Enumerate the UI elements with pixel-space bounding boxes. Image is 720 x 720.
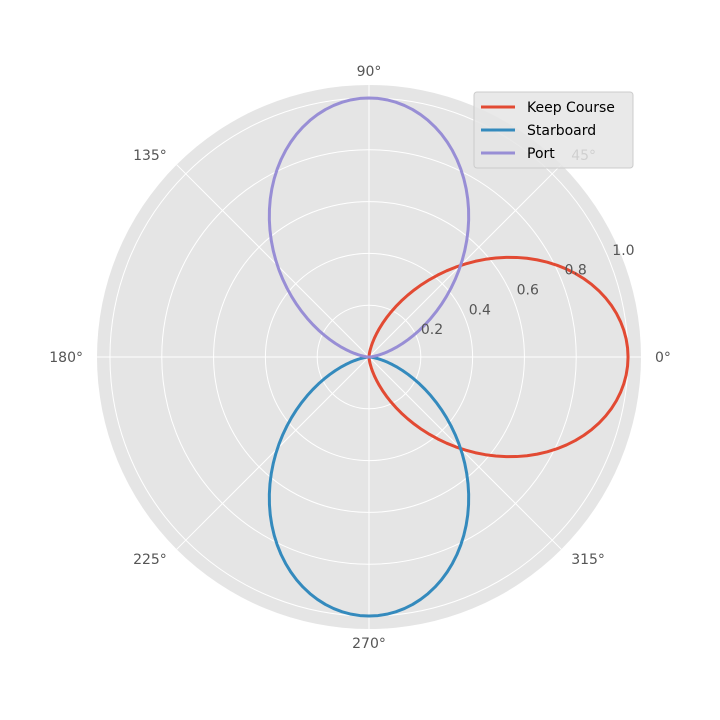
legend-box (473, 91, 634, 169)
legend-label-keep-course: Keep Course (527, 100, 615, 116)
radial-tick-label-4: 0.8 (565, 263, 587, 279)
angular-tick-label-315: 315° (571, 552, 605, 568)
angular-gridline-315 (368, 356, 562, 550)
radial-tick-label-3: 0.6 (517, 283, 539, 299)
angular-gridline-225 (176, 356, 370, 550)
angular-gridline-45 (368, 164, 562, 358)
angular-tick-label-90: 90° (357, 64, 382, 80)
legend-label-starboard: Starboard (527, 123, 596, 139)
angular-tick-label-270: 270° (352, 636, 386, 652)
series-line-port (267, 96, 471, 359)
plot-area: 0°45°90°135°180°225°270°315°0.20.40.60.8… (49, 64, 671, 652)
radial-tick-label-5: 1.0 (612, 243, 634, 259)
angular-gridline-135 (176, 164, 370, 358)
radial-tick-label-1: 0.2 (421, 322, 443, 338)
angular-tick-label-135: 135° (133, 148, 167, 164)
angular-tick-label-0: 0° (655, 350, 671, 366)
angular-tick-label-180: 180° (49, 350, 83, 366)
legend: Keep Course Starboard Port (473, 91, 634, 169)
radial-tick-label-2: 0.4 (469, 302, 491, 318)
series-line-keep-course (367, 255, 630, 459)
legend-label-port: Port (527, 146, 555, 162)
series-line-starboard (267, 355, 471, 618)
angular-tick-label-225: 225° (133, 552, 167, 568)
